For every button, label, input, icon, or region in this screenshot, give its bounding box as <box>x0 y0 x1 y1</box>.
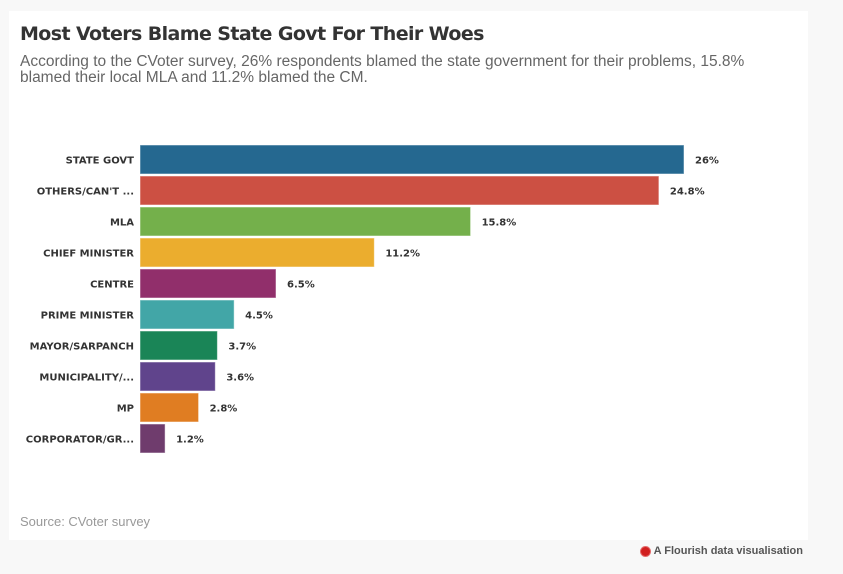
chart-card: Most Voters Blame State Govt For Their W… <box>9 11 808 540</box>
value-label: 26% <box>695 156 719 167</box>
bar[interactable] <box>139 268 277 299</box>
bar[interactable] <box>139 144 685 175</box>
category-label: MLA <box>110 218 134 229</box>
value-label: 11.2% <box>385 249 420 260</box>
category-label: MP <box>117 404 134 415</box>
bar[interactable] <box>139 330 218 361</box>
bar-chart: STATE GOVT 26% OTHERS/CAN'T ... 24.8% MLA 15.… <box>26 144 719 454</box>
value-label: 2.8% <box>210 404 238 415</box>
value-label: 24.8% <box>670 187 705 198</box>
category-label: MAYOR/SARPANCH <box>30 342 134 353</box>
value-label: 1.2% <box>176 435 204 446</box>
bar[interactable] <box>139 299 235 330</box>
value-label: 3.7% <box>228 342 256 353</box>
flourish-credit[interactable]: A Flourish data visualisation <box>640 545 803 557</box>
flourish-logo-icon <box>640 546 650 556</box>
bar[interactable] <box>139 361 216 392</box>
chart-title: Most Voters Blame State Govt For Their W… <box>20 23 484 45</box>
value-label: 15.8% <box>482 218 517 229</box>
bar[interactable] <box>139 423 166 454</box>
category-label: CENTRE <box>90 280 134 291</box>
category-label: STATE GOVT <box>66 156 135 167</box>
category-label: CORPORATOR/GR... <box>26 435 134 446</box>
value-label: 6.5% <box>287 280 315 291</box>
category-label: MUNICIPALITY/... <box>39 373 134 384</box>
source-note: Source: CVoter survey <box>20 514 151 529</box>
category-label: OTHERS/CAN'T ... <box>37 187 134 198</box>
flourish-credit-label: A Flourish data visualisation <box>653 545 803 557</box>
category-label: PRIME MINISTER <box>41 311 135 322</box>
value-label: 4.5% <box>245 311 273 322</box>
bar[interactable] <box>139 175 660 206</box>
category-label: CHIEF MINISTER <box>43 249 134 260</box>
chart-subtitle: According to the CVoter survey, 26% resp… <box>20 53 745 86</box>
bar[interactable] <box>139 237 375 268</box>
value-label: 3.6% <box>226 373 254 384</box>
bar[interactable] <box>139 392 200 423</box>
bar[interactable] <box>139 206 472 237</box>
